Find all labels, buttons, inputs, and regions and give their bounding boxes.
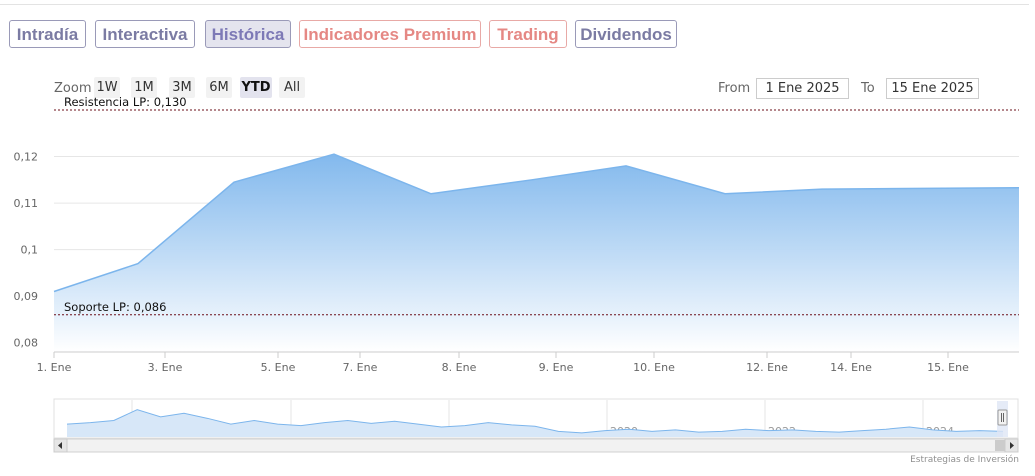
series-line	[53, 153, 1020, 293]
x-tick-label: 7. Ene	[343, 361, 378, 374]
navigator-scrollbar[interactable]	[53, 438, 1019, 453]
chevron-left-icon	[58, 442, 62, 449]
zoom-label: Zoom	[54, 81, 92, 96]
navigator-handle	[997, 409, 1008, 426]
x-tick-label: 9. Ene	[539, 361, 574, 374]
tab-intradia[interactable]: Intradía	[9, 20, 86, 48]
annotation-label: Soporte LP: 0,086	[64, 300, 166, 314]
chevron-right-icon	[1010, 442, 1014, 449]
tab-trading[interactable]: Trading	[489, 20, 567, 48]
zoom-6m-button[interactable]: 6M	[206, 77, 232, 98]
from-label: From	[718, 81, 751, 96]
zoom-1w-button[interactable]: 1W	[94, 77, 120, 98]
tab-historica[interactable]: Histórica	[205, 20, 291, 48]
navigator-area	[67, 409, 1003, 437]
x-tick-label: 5. Ene	[261, 361, 296, 374]
zoom-3m-button[interactable]: 3M	[169, 77, 195, 98]
scroll-thumb[interactable]	[995, 440, 1005, 451]
x-tick-label: 12. Ene	[746, 361, 788, 374]
from-date-input[interactable]: 1 Ene 2025	[756, 78, 849, 99]
x-tick-label: 3. Ene	[148, 361, 183, 374]
y-tick-label: 0,12	[14, 151, 39, 164]
y-tick-label: 0,1	[21, 244, 39, 257]
top-divider	[0, 4, 1029, 5]
navigator-line	[66, 409, 1004, 434]
zoom-all-button[interactable]: All	[279, 77, 305, 98]
to-label: To	[861, 81, 875, 96]
annotation-label: Resistencia LP: 0,130	[64, 95, 187, 109]
x-tick-label: 14. Ene	[830, 361, 872, 374]
zoom-ytd-button[interactable]: YTD	[240, 77, 272, 98]
tab-interactiva[interactable]: Interactiva	[95, 20, 195, 48]
zoom-1m-button[interactable]: 1M	[131, 77, 157, 98]
series-area	[54, 154, 1019, 352]
x-tick-label: 8. Ene	[442, 361, 477, 374]
y-tick-label: 0,08	[14, 337, 39, 350]
tab-dividendos[interactable]: Dividendos	[575, 20, 677, 48]
x-tick-label: 15. Ene	[927, 361, 969, 374]
x-tick-label: 10. Ene	[633, 361, 675, 374]
y-tick-label: 0,09	[14, 290, 39, 303]
x-tick-label: 1. Ene	[37, 361, 72, 374]
tab-indicadores-premium[interactable]: Indicadores Premium	[299, 20, 481, 48]
y-tick-label: 0,11	[14, 197, 39, 210]
to-date-input[interactable]: 15 Ene 2025	[886, 78, 979, 99]
chart-credit: Estrategias de Inversión	[910, 455, 1019, 465]
